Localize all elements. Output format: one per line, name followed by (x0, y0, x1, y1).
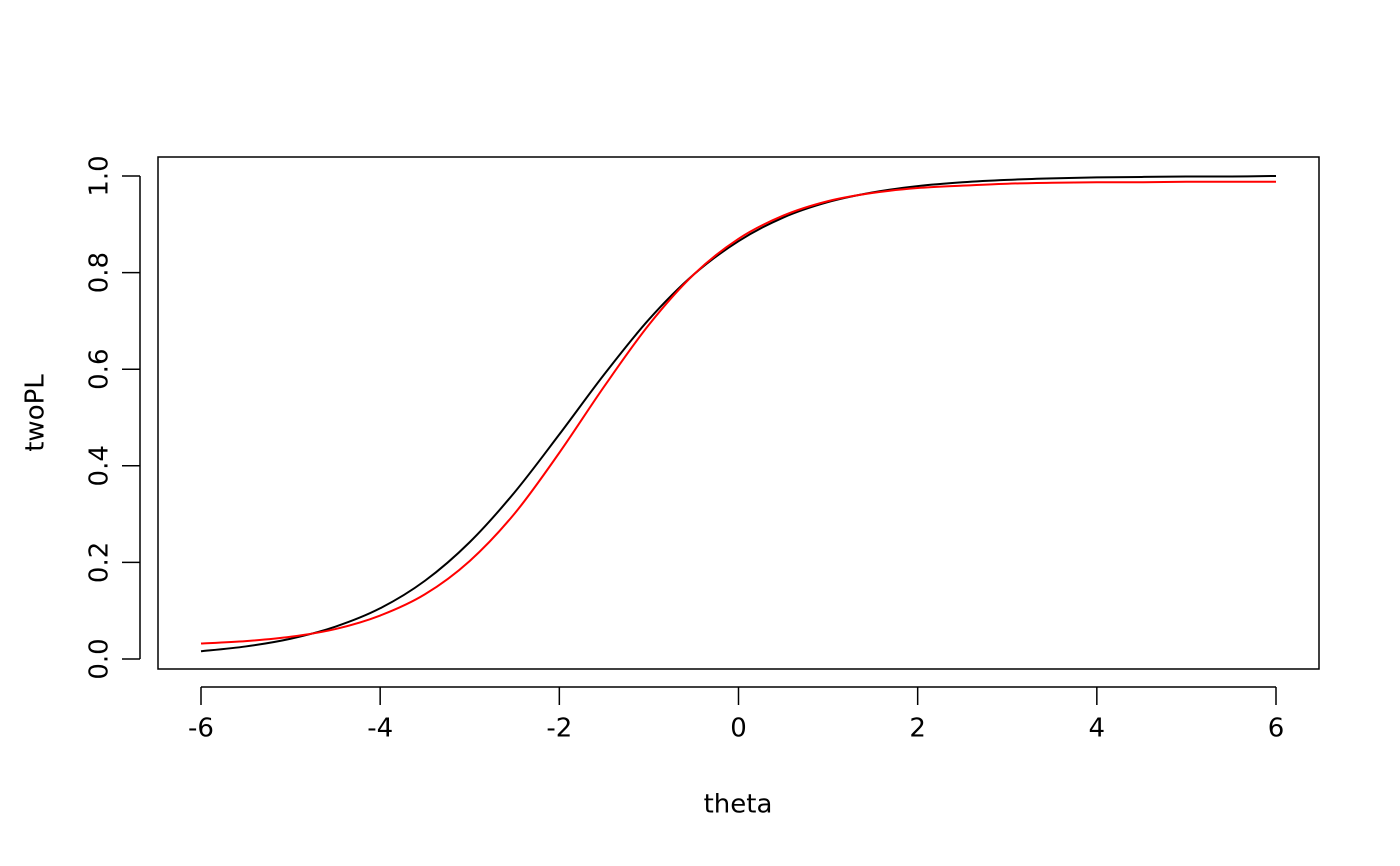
line (200, 174, 1277, 653)
y-tick-label: 0.0 (85, 638, 115, 679)
y-tick-label: 1.0 (85, 155, 115, 196)
y-tick-label: 0.6 (85, 349, 115, 390)
x-tick-label: 4 (1089, 714, 1106, 744)
line (200, 180, 1276, 645)
y-tick-label: 0.2 (85, 542, 115, 583)
x-tick-label: -6 (188, 714, 214, 744)
x-tick-label: 0 (730, 714, 747, 744)
y-axis-label: twoPL (21, 374, 51, 452)
y-tick-label: 0.4 (85, 445, 115, 486)
plot-box (157, 156, 1320, 670)
x-tick-label: -4 (367, 714, 393, 744)
x-tick-label: 6 (1268, 714, 1285, 744)
x-tick-label: 2 (909, 714, 926, 744)
x-axis-label: theta (704, 790, 773, 820)
x-tick-label: -2 (546, 714, 572, 744)
y-tick-label: 0.8 (85, 252, 115, 293)
